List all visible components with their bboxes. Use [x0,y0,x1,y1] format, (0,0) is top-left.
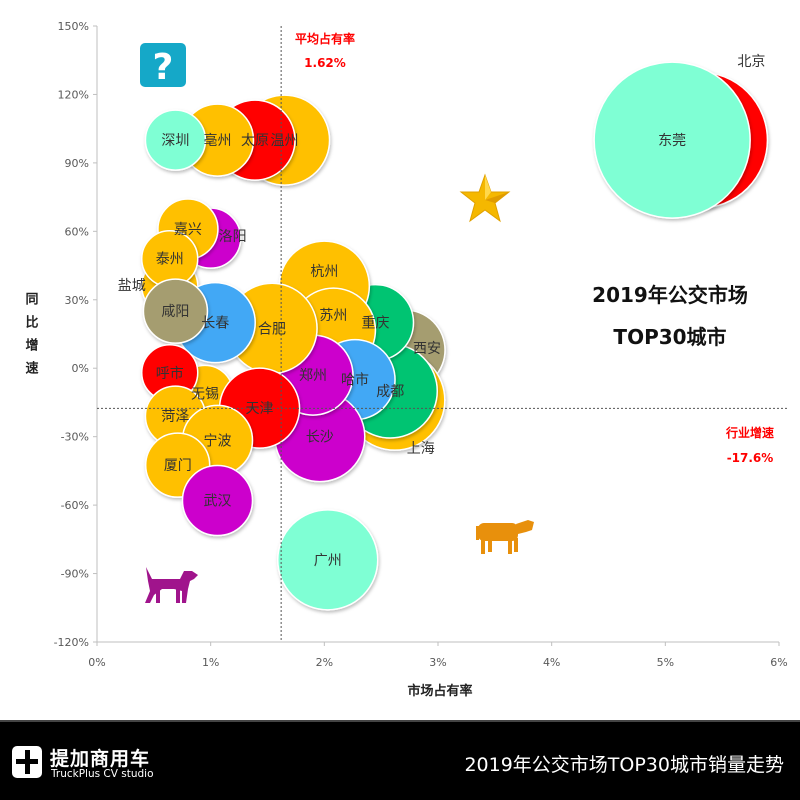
y-tick-label: 150% [58,20,89,33]
bubble-label: 洛阳 [219,229,247,245]
chart-title-line1: 2019年公交市场 [592,283,748,307]
bubble-label: 武汉 [203,494,231,510]
bubble-label: 重庆 [361,316,389,332]
bubble-label: 呼市 [156,365,184,382]
bubble-label: 广州 [314,553,342,569]
bubble-label: 无锡 [191,386,219,402]
industry-growth-label: 行业增速 [725,425,774,440]
bubble-label: 太原 [241,133,269,149]
bubble-深圳 [144,109,207,171]
bubble-label: 盐城 [118,278,146,294]
bubble-label: 亳州 [203,132,231,149]
bubble-label: 厦门 [164,458,192,474]
brand-subtitle: TruckPlus CV studio [51,768,154,780]
x-tick-label: 3% [429,656,446,669]
bubble-label: 长沙 [306,430,334,446]
bubble-label: 郑州 [299,368,327,384]
axes: 150% 120% 90% 60% 30% 0% -30% -60% -90% -120% 0% 1%… [54,20,788,669]
x-tick-label: 5% [657,656,674,669]
bubble-东莞 [593,61,751,219]
bubble-chart: 150% 120% 90% 60% 30% 0% -30% -60% -90% -120% 0% 1%… [23,20,788,699]
bubble-label: 长春 [201,316,229,332]
y-axis-title: 同比增速 [23,292,39,384]
bubble-武汉 [181,464,254,537]
bubble-label: 苏州 [319,308,347,324]
y-tick-label: 0% [72,362,89,375]
y-tick-label: -90% [61,568,89,581]
dog-icon [145,567,198,603]
svg-text:?: ? [153,47,174,88]
bubble-label: 上海 [407,441,435,457]
footer-title: 2019年公交市场TOP30城市销量走势 [464,754,784,776]
bubbles [140,61,769,611]
cow-icon [476,520,534,554]
bubble-咸阳 [142,278,209,344]
bubble-label: 嘉兴 [174,222,202,238]
y-tick-label: 30% [65,294,89,307]
bubble-label: 杭州 [310,264,338,280]
bubble-label: 泰州 [156,252,184,268]
y-tick-label: -120% [54,636,89,649]
bubble-label: 北京 [737,54,765,70]
y-tick-label: -30% [61,431,89,444]
x-tick-label: 1% [202,656,219,669]
bubble-label: 天津 [246,401,274,417]
bubble-label: 西安 [413,341,441,357]
avg-share-label: 平均占有率 [295,31,355,46]
y-tick-label: 60% [65,225,89,238]
chart-title-line2: TOP30城市 [613,325,726,349]
footer: 提加商用车 TruckPlus CV studio 2019年公交市场TOP30… [0,720,800,800]
bubble-广州 [276,509,379,611]
bubble-label: 深圳 [161,133,189,149]
bubble-label: 咸阳 [161,304,189,320]
y-tick-label: 120% [58,88,89,101]
truckplus-logo-icon [12,746,42,778]
star-icon [459,173,511,223]
x-tick-label: 4% [543,656,560,669]
bubble-label: 菏泽 [161,409,189,425]
y-tick-label: -60% [61,499,89,512]
bubble-label: 哈市 [341,372,369,389]
brand-name: 提加商用车 [50,748,151,770]
bubble-label: 宁波 [203,432,231,449]
bubble-label: 东莞 [658,133,686,149]
x-tick-label: 6% [770,656,787,669]
y-tick-label: 90% [65,157,89,170]
bubble-label: 合肥 [258,321,286,337]
bubble-label: 成都 [376,384,404,400]
x-axis-title: 市场占有率 [407,683,472,699]
x-tick-label: 0% [88,656,105,669]
bubble-label: 温州 [271,133,299,149]
industry-growth-value: -17.6% [727,451,774,465]
avg-share-value: 1.62% [304,56,346,70]
x-tick-label: 2% [316,656,333,669]
reference-lines [97,26,787,642]
question-icon: ? [140,43,186,88]
